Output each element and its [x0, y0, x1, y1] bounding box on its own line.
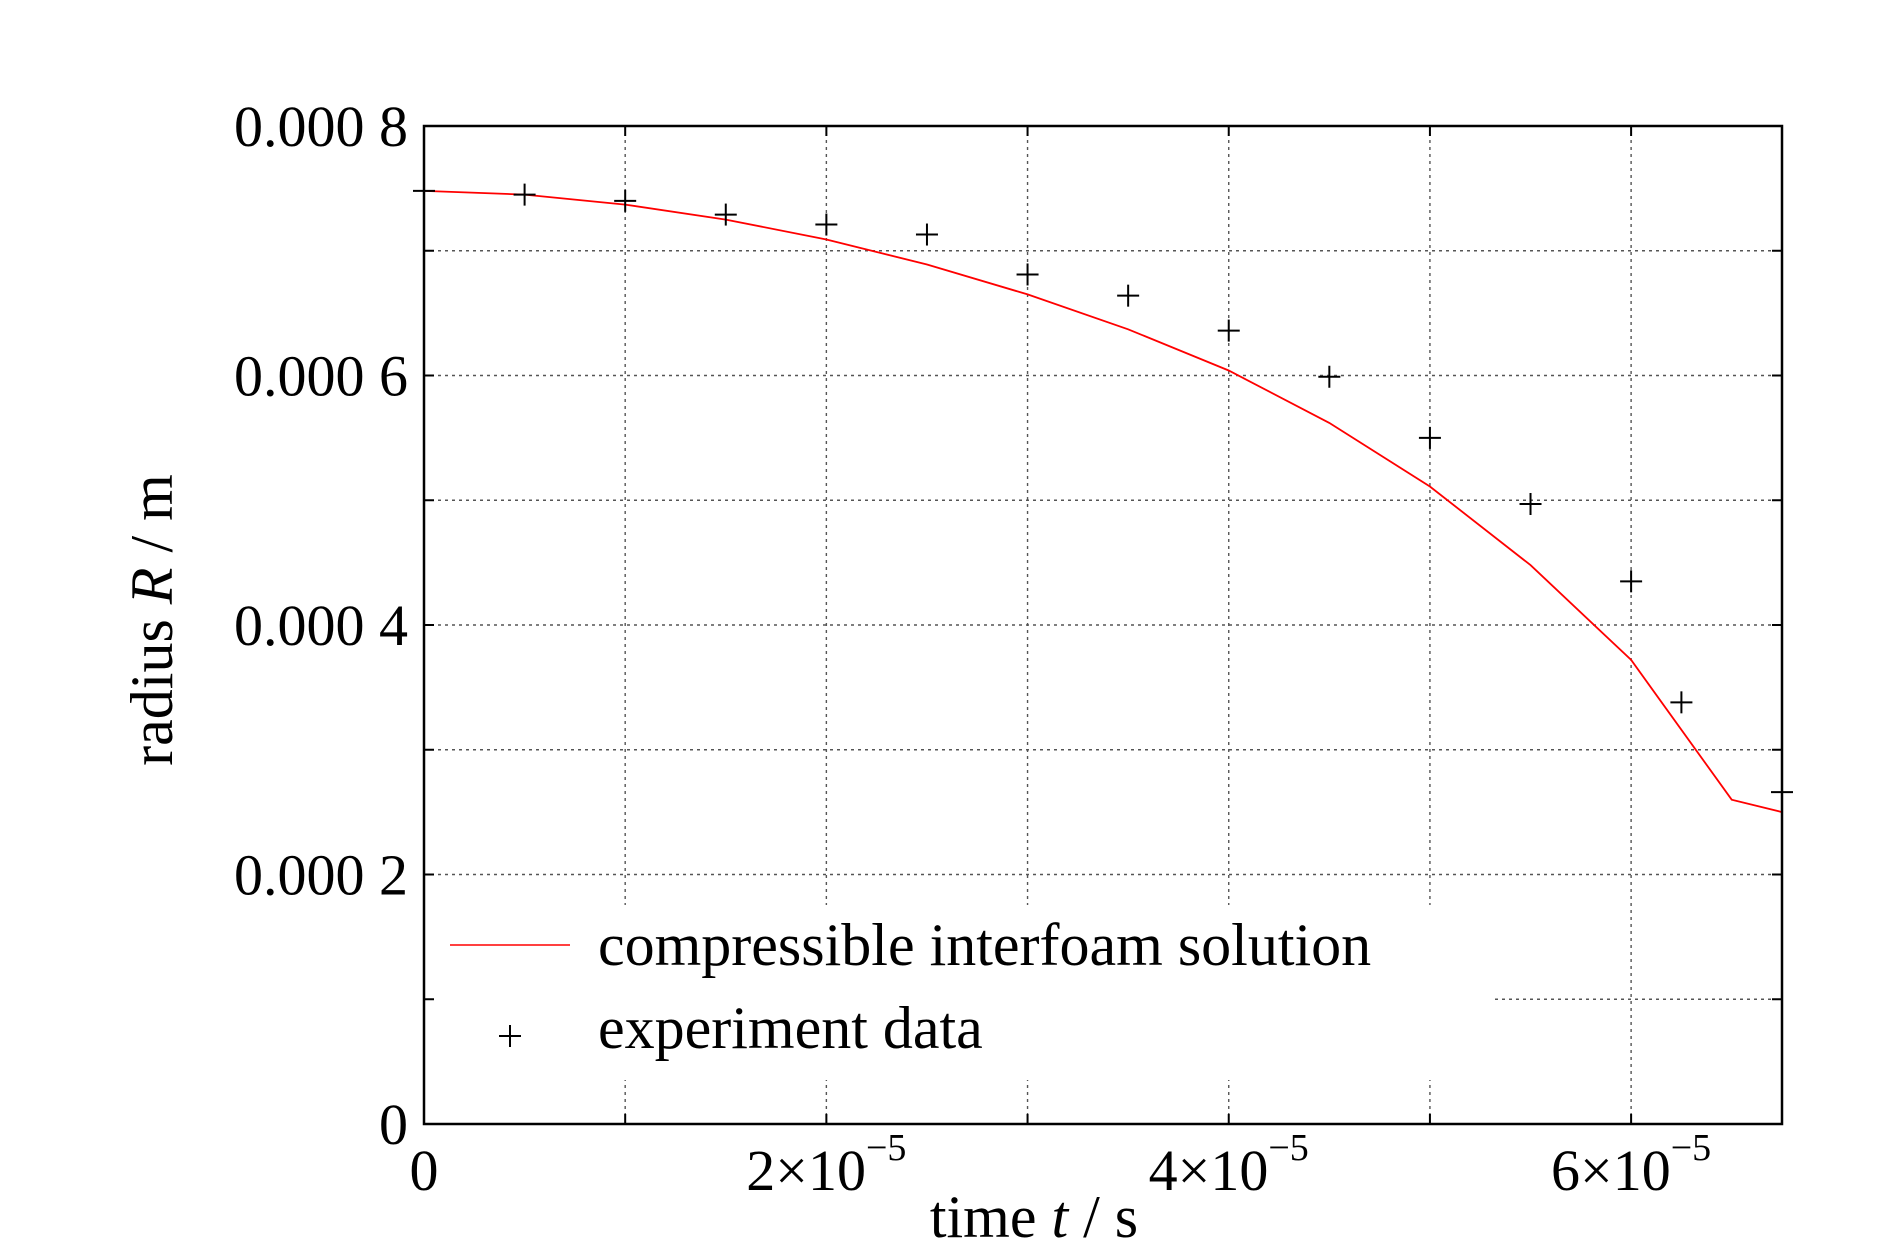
x-tick-label: 4×10−5: [1149, 1127, 1309, 1203]
data-point-experiment: [1318, 365, 1341, 388]
axis-ticks: 0 2×10−5 4×10−5 6×10−5 0 0.000 2 0.000 4 0.000 …: [234, 94, 1782, 1203]
y-tick-label: 0.000 6: [234, 344, 408, 409]
y-axis-title: radius R / m: [119, 474, 185, 766]
data-point-experiment: [614, 189, 637, 212]
data-point-experiment: [1670, 691, 1693, 714]
x-tick-label: 0: [410, 1138, 439, 1203]
data-point-experiment: [1519, 492, 1542, 515]
data-point-experiment: [1418, 426, 1441, 449]
legend-label-solution: compressible interfoam solution: [598, 912, 1371, 978]
data-point-experiment: [1016, 263, 1039, 286]
legend-background: [435, 905, 1495, 1080]
legend-label-experiment: experiment data: [598, 995, 983, 1061]
data-point-experiment: [1620, 570, 1643, 593]
legend: compressible interfoam solution experime…: [435, 905, 1495, 1080]
data-point-experiment: [915, 223, 938, 246]
data-point-experiment: [1117, 284, 1140, 307]
data-point-experiment: [714, 203, 737, 226]
legend-marker-swatch: [499, 1025, 521, 1047]
y-tick-label: 0.000 8: [234, 94, 408, 159]
y-tick-label: 0: [379, 1092, 408, 1157]
y-tick-label: 0.000 2: [234, 843, 408, 908]
data-point-experiment: [815, 213, 838, 236]
grid: [424, 126, 1782, 1124]
data-point-experiment: [1217, 319, 1240, 342]
series-line-solution: [423, 190, 1783, 813]
x-axis-title: time t / s: [930, 1184, 1138, 1243]
data-point-experiment: [513, 183, 536, 206]
x-tick-label: 2×10−5: [746, 1127, 906, 1203]
x-tick-label: 6×10−5: [1551, 1127, 1711, 1203]
y-tick-label: 0.000 4: [234, 593, 408, 658]
